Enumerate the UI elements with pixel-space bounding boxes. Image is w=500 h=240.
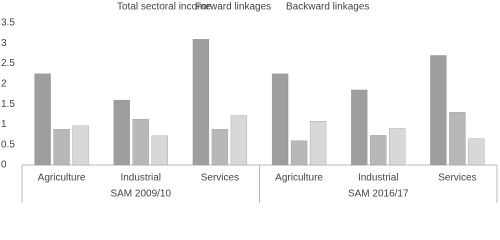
bar: [468, 138, 485, 166]
y-tick-label: 1: [1, 119, 7, 130]
bar: [113, 99, 130, 166]
legend-label: Backward linkages: [286, 2, 369, 13]
bar: [192, 39, 210, 166]
y-tick-label: 3.5: [1, 18, 15, 29]
bar: [132, 119, 149, 166]
bar: [230, 115, 248, 166]
x-tick-label: Industrial: [358, 173, 399, 184]
group-label: SAM 2016/17: [348, 189, 409, 200]
y-tick-label: 2: [1, 78, 7, 89]
x-tick-label: Industrial: [120, 173, 161, 184]
y-tick-label: 2.5: [1, 58, 15, 69]
bar: [53, 129, 70, 166]
bar: [449, 112, 466, 166]
y-tick-label: 0.5: [1, 139, 15, 150]
bar: [271, 73, 289, 166]
x-tick-label: Services: [201, 173, 239, 184]
bar: [351, 89, 368, 166]
bar: [211, 129, 229, 166]
bar: [389, 128, 406, 166]
x-tick-label: Services: [438, 173, 476, 184]
bar: [72, 125, 89, 166]
bar: [34, 73, 51, 166]
bar: [151, 135, 168, 166]
bar: [430, 55, 447, 166]
x-tick-label: Agriculture: [275, 173, 323, 184]
legend-label: Total sectoral income: [117, 2, 211, 13]
legend-label: Forward linkages: [195, 2, 271, 13]
bar: [309, 121, 327, 166]
y-tick-label: 0: [1, 160, 7, 171]
bar: [370, 135, 387, 166]
x-tick-label: Agriculture: [38, 173, 86, 184]
y-tick-label: 3: [1, 38, 7, 49]
group-label: SAM 2009/10: [110, 189, 171, 200]
bar: [290, 140, 308, 166]
y-tick-label: 1.5: [1, 99, 15, 110]
